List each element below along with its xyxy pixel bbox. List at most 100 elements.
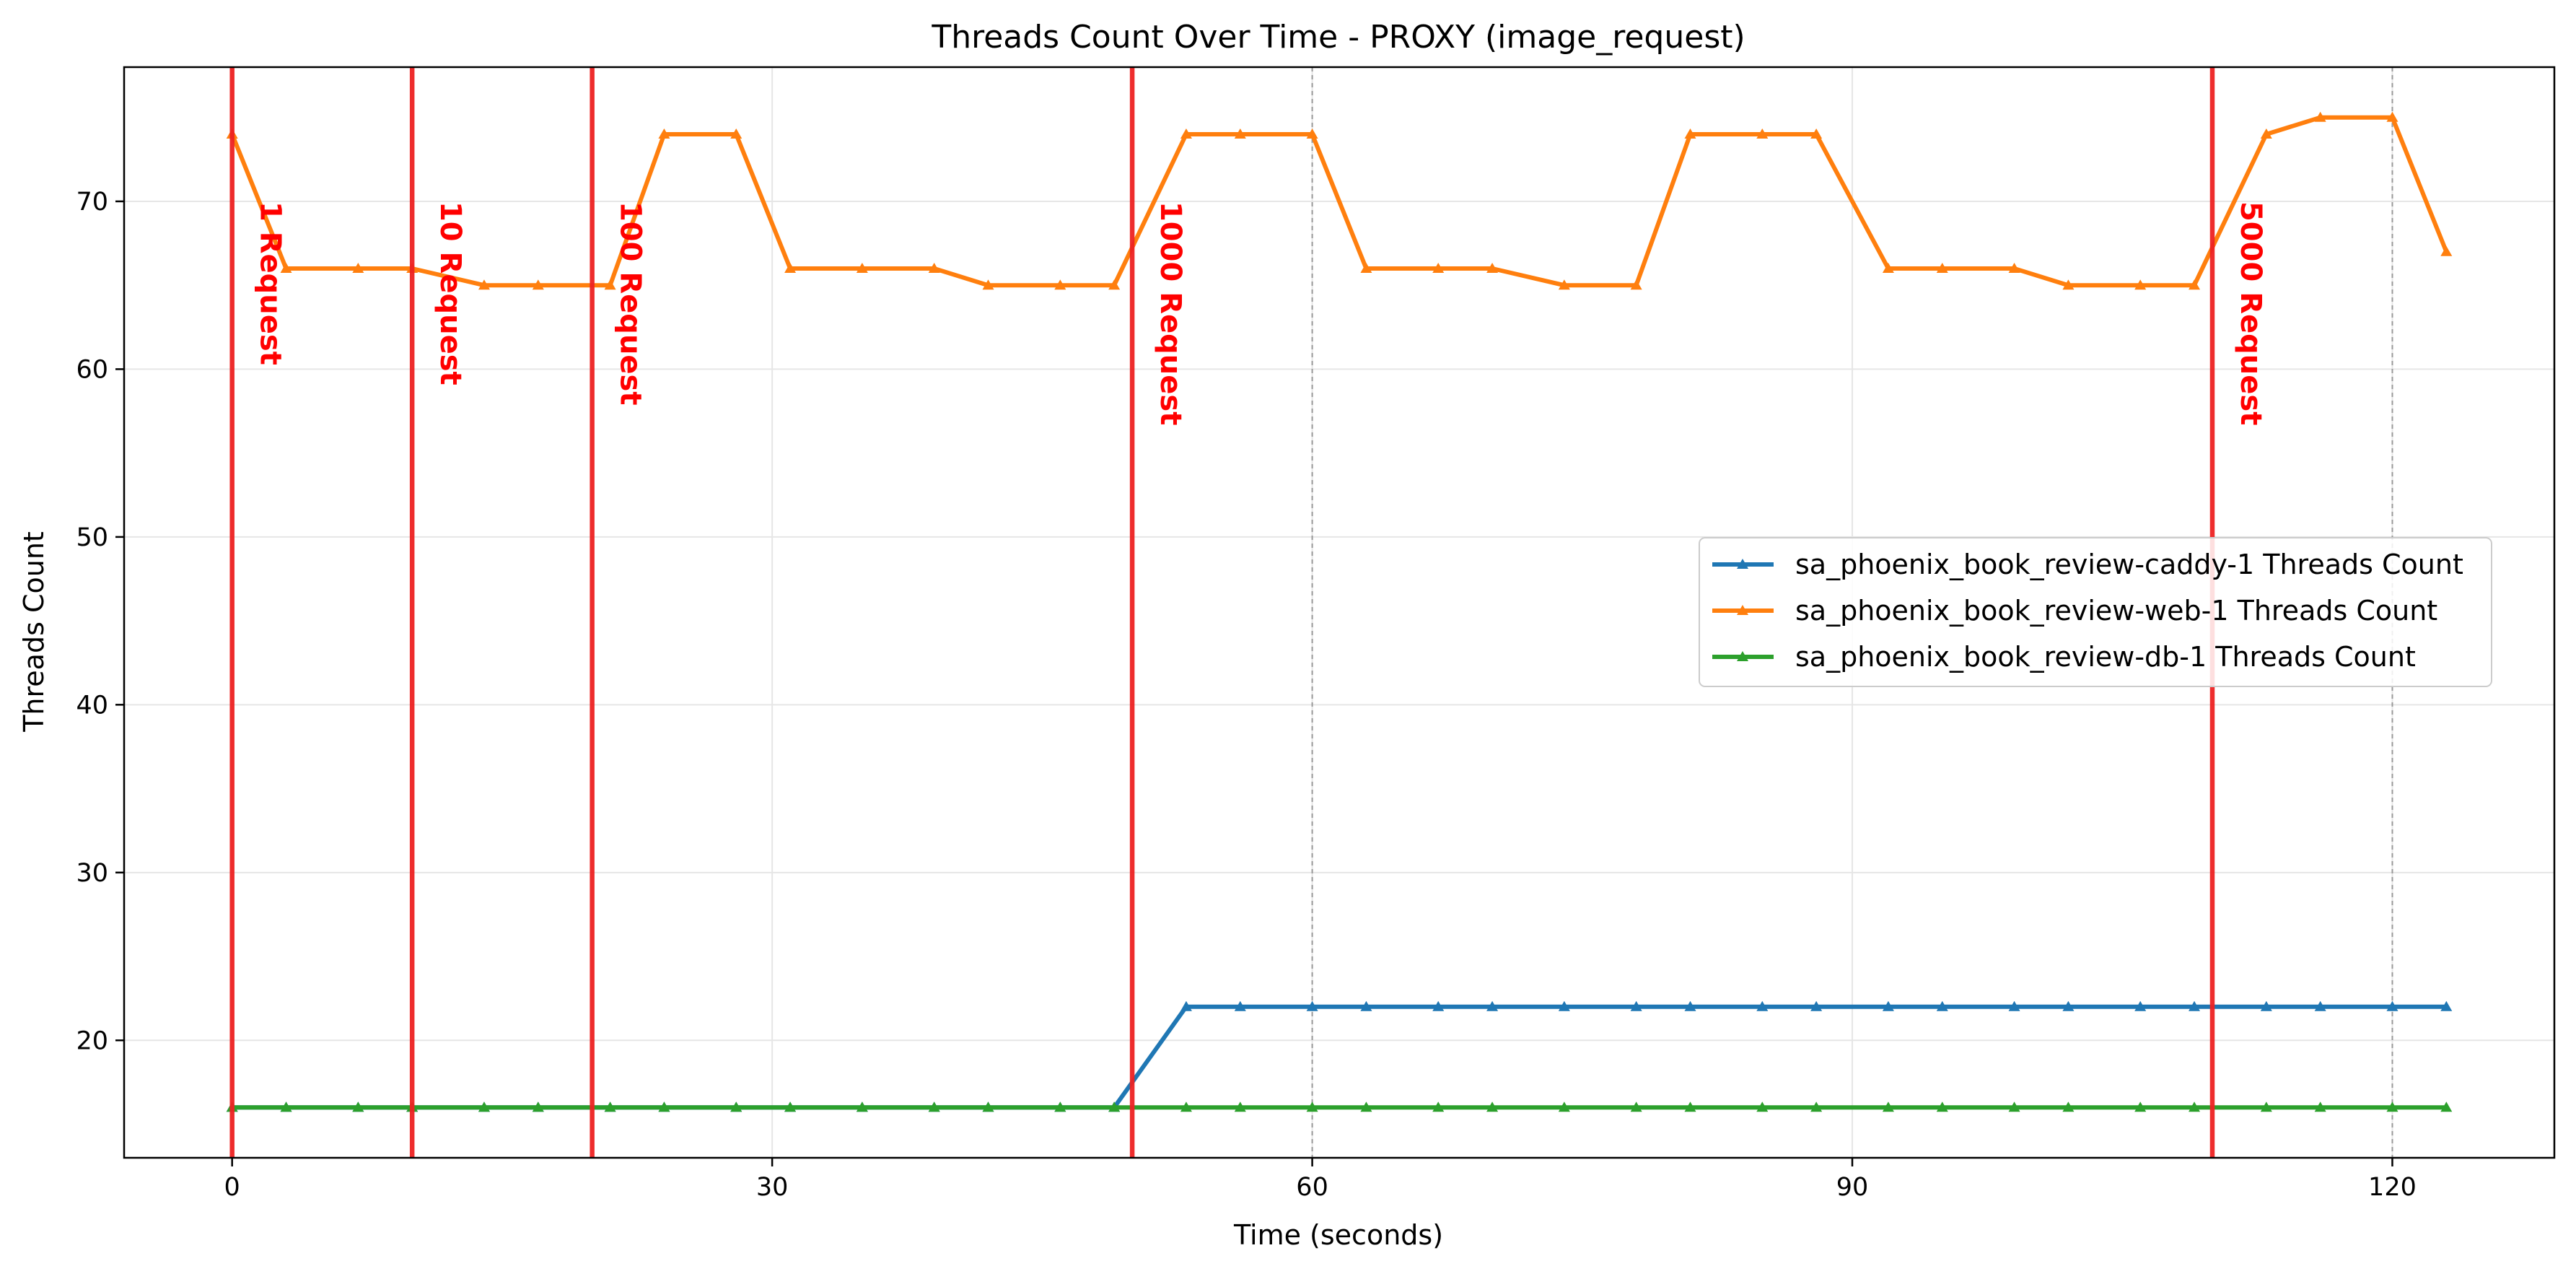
- data-point: [1558, 279, 1570, 290]
- data-point: [2008, 1000, 2020, 1011]
- data-point: [2314, 1000, 2326, 1011]
- data-point: [478, 279, 490, 290]
- data-point: [1306, 1101, 1318, 1112]
- series-2: [226, 111, 2453, 290]
- legend-swatch-marker: [1737, 559, 1748, 569]
- data-point: [1882, 1101, 1894, 1112]
- data-point: [2260, 1000, 2272, 1011]
- request-marker-label: 1 Request: [254, 201, 287, 365]
- data-point: [1486, 262, 1499, 273]
- data-point: [532, 279, 544, 290]
- request-marker-label: 1000 Request: [1154, 201, 1187, 425]
- data-point: [1936, 1101, 1948, 1112]
- data-point: [2314, 1101, 2326, 1112]
- data-point: [1936, 262, 1948, 273]
- data-point: [2062, 279, 2075, 290]
- data-point: [928, 1101, 940, 1112]
- data-point: [1684, 128, 1696, 139]
- x-axis-label: Time (seconds): [1233, 1219, 1443, 1251]
- y-tick-label: 50: [76, 523, 108, 552]
- request-marker-label: 5000 Request: [2234, 201, 2267, 425]
- request-marker-label: 100 Request: [614, 201, 647, 406]
- data-point: [2314, 111, 2326, 122]
- data-point: [1630, 279, 1642, 290]
- x-tick-label: 120: [2368, 1173, 2417, 1202]
- legend-box: [1699, 537, 2492, 687]
- series-3: [226, 1101, 2453, 1112]
- data-point: [1486, 1000, 1499, 1011]
- data-point: [2008, 262, 2020, 273]
- data-point: [2189, 279, 2201, 290]
- data-point: [1882, 1000, 1894, 1011]
- data-point: [1360, 262, 1372, 273]
- data-point: [1486, 1101, 1499, 1112]
- legend: sa_phoenix_book_review-caddy-1 Threads C…: [1699, 537, 2492, 687]
- data-point: [1180, 1101, 1192, 1112]
- legend-entry: sa_phoenix_book_review-caddy-1 Threads C…: [1712, 549, 2463, 580]
- data-point: [352, 262, 364, 273]
- data-point: [1360, 1101, 1372, 1112]
- data-point: [2189, 1101, 2201, 1112]
- data-point: [1432, 1000, 1445, 1011]
- data-point: [1756, 1101, 1769, 1112]
- data-point: [2386, 111, 2398, 122]
- data-point: [2062, 1000, 2075, 1011]
- data-point: [1432, 262, 1445, 273]
- legend-swatch-marker: [1737, 605, 1748, 615]
- plot-frame: [123, 66, 2556, 1159]
- data-point: [1234, 1000, 1246, 1011]
- data-point: [1684, 1000, 1696, 1011]
- data-point: [1108, 279, 1121, 290]
- data-point: [784, 262, 797, 273]
- data-point: [1360, 1000, 1372, 1011]
- data-point: [604, 1101, 616, 1112]
- data-point: [730, 128, 742, 139]
- data-point: [1108, 1101, 1121, 1112]
- data-point: [982, 279, 994, 290]
- x-tick-label: 30: [756, 1173, 789, 1202]
- data-point: [2134, 1101, 2147, 1112]
- y-tick-label: 70: [76, 188, 108, 217]
- data-point: [2440, 1000, 2453, 1011]
- data-point: [1810, 1000, 1823, 1011]
- dashed-lines: [1311, 67, 2393, 1158]
- data-point: [982, 1101, 994, 1112]
- data-point: [658, 128, 670, 139]
- data-point: [1684, 1101, 1696, 1112]
- x-tick-label: 90: [1836, 1173, 1869, 1202]
- data-point: [658, 1101, 670, 1112]
- y-tick-label: 60: [76, 355, 108, 384]
- data-point: [1558, 1101, 1570, 1112]
- data-point: [1180, 1000, 1192, 1011]
- data-point: [478, 1101, 490, 1112]
- data-point: [1810, 1101, 1823, 1112]
- data-point: [730, 1101, 742, 1112]
- legend-entry: sa_phoenix_book_review-db-1 Threads Coun…: [1712, 641, 2416, 673]
- data-point: [1936, 1000, 1948, 1011]
- x-tick-label: 60: [1296, 1173, 1328, 1202]
- data-point: [2260, 1101, 2272, 1112]
- legend-entry: sa_phoenix_book_review-web-1 Threads Cou…: [1712, 595, 2437, 627]
- legend-swatch-marker: [1737, 651, 1748, 661]
- data-point: [928, 262, 940, 273]
- data-point: [856, 1101, 868, 1112]
- data-point: [1306, 1000, 1318, 1011]
- data-point: [2440, 1101, 2453, 1112]
- data-point: [2134, 279, 2147, 290]
- data-point: [2386, 1000, 2398, 1011]
- y-tick-label: 40: [76, 691, 108, 720]
- data-point: [1558, 1000, 1570, 1011]
- data-point: [352, 1101, 364, 1112]
- data-point: [532, 1101, 544, 1112]
- data-point: [1306, 128, 1318, 139]
- legend-label: sa_phoenix_book_review-web-1 Threads Cou…: [1795, 595, 2437, 627]
- data-point: [1810, 128, 1823, 139]
- data-point: [2189, 1000, 2201, 1011]
- series-lines: [226, 111, 2453, 1112]
- y-tick-label: 20: [76, 1026, 108, 1055]
- data-point: [1882, 262, 1894, 273]
- data-point: [2440, 245, 2453, 256]
- data-point: [1756, 128, 1769, 139]
- x-tick-label: 0: [224, 1173, 240, 1202]
